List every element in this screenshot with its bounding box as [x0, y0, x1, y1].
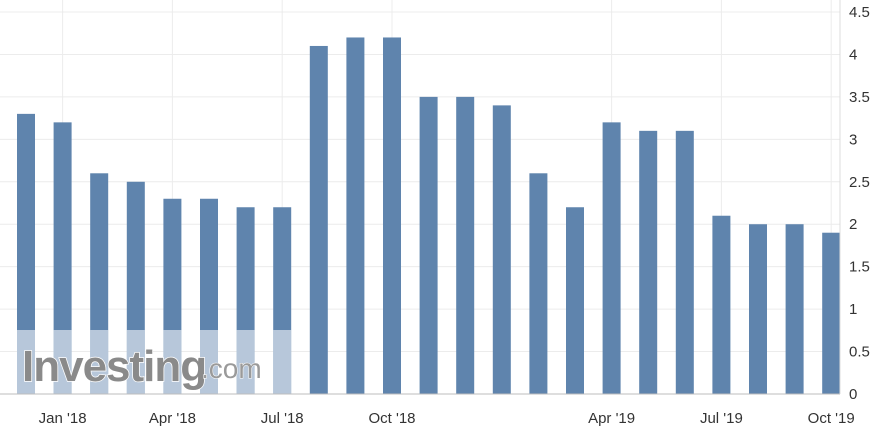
bar[interactable] — [675, 130, 694, 394]
bar[interactable] — [639, 130, 658, 394]
watermark-overlay-block — [126, 330, 145, 394]
y-axis-tick-labels: 4.5 4 3.5 3 2.5 2 1.5 1 0.5 0 — [849, 4, 870, 403]
x-tick-label: Jul '18 — [261, 410, 304, 427]
bar[interactable] — [749, 224, 767, 394]
watermark-overlay-block — [53, 330, 72, 394]
investing-watermark: Investing .com — [17, 330, 292, 394]
x-tick-label: Apr '19 — [588, 410, 635, 427]
x-tick-label: Jul '19 — [700, 410, 743, 427]
bar-series — [17, 37, 841, 394]
bar[interactable] — [419, 96, 438, 394]
x-tick-label: Oct '19 — [808, 410, 855, 427]
watermark-overlay-block — [17, 330, 35, 394]
bar[interactable] — [309, 45, 328, 394]
y-tick-label: 1 — [849, 301, 857, 318]
bar[interactable] — [53, 122, 72, 394]
y-tick-label: 3.5 — [849, 89, 870, 106]
y-tick-label: 2.5 — [849, 174, 870, 191]
y-tick-label: 2 — [849, 216, 857, 233]
bar[interactable] — [456, 96, 475, 394]
bar[interactable] — [785, 224, 804, 394]
bar[interactable] — [529, 173, 548, 394]
bar[interactable] — [383, 37, 401, 394]
y-tick-label: 0 — [849, 386, 857, 403]
watermark-overlay-block — [163, 330, 182, 394]
watermark-overlay-blocks — [17, 330, 292, 394]
bar[interactable] — [17, 113, 35, 394]
x-tick-label: Oct '18 — [368, 410, 415, 427]
watermark-suffix-text: .com — [201, 353, 262, 384]
x-tick-label: Jan '18 — [39, 410, 87, 427]
watermark-overlay-block — [90, 330, 109, 394]
y-tick-label: 1.5 — [849, 259, 870, 276]
x-axis-tick-labels: Jan '18 Apr '18 Jul '18 Oct '18 Apr '19 Jul '… — [39, 410, 855, 427]
y-tick-label: 3 — [849, 131, 857, 148]
watermark-overlay-block — [236, 330, 255, 394]
watermark-brand-text: Investing — [22, 342, 206, 391]
bar[interactable] — [602, 122, 621, 394]
bar[interactable] — [712, 215, 731, 394]
bar[interactable] — [492, 105, 511, 394]
y-tick-label: 4.5 — [849, 4, 870, 21]
x-tick-label: Apr '18 — [149, 410, 196, 427]
bar[interactable] — [346, 37, 365, 394]
watermark-overlay-block — [273, 330, 292, 394]
y-tick-label: 0.5 — [849, 344, 870, 361]
bar[interactable] — [822, 232, 841, 394]
y-tick-label: 4 — [849, 46, 857, 63]
bar[interactable] — [566, 207, 584, 394]
watermark-overlay-block — [200, 330, 218, 394]
